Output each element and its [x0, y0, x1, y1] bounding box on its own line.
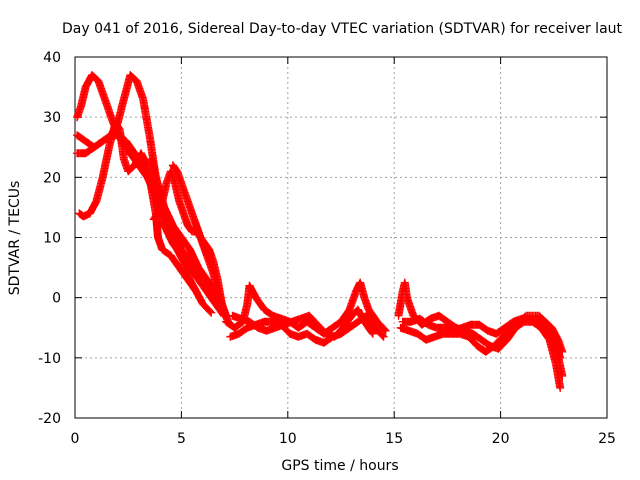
y-tick-label: 0 — [52, 291, 61, 307]
axis-ticks — [74, 56, 608, 419]
series-track-14 — [515, 311, 567, 356]
y-tick-labels: -20 -10 0 10 20 30 40 — [38, 50, 61, 427]
x-axis-label: GPS time / hours — [281, 458, 398, 474]
y-tick-label: 30 — [43, 110, 61, 126]
plus-markers — [515, 311, 567, 356]
series-track-7 — [168, 161, 231, 320]
y-tick-label: 10 — [43, 231, 61, 247]
series-track-10 — [228, 305, 377, 341]
y-tick-label: 20 — [43, 170, 61, 186]
x-tick-label: 15 — [385, 431, 403, 447]
y-tick-label: -20 — [38, 411, 61, 427]
series-track-4 — [75, 119, 201, 296]
y-tick-label: 40 — [43, 50, 61, 66]
x-tick-label: 25 — [598, 431, 616, 447]
x-tick-label: 5 — [177, 431, 186, 447]
plus-markers — [147, 155, 216, 317]
x-tick-label: 0 — [71, 431, 80, 447]
series-track-6 — [147, 155, 216, 317]
x-tick-label: 20 — [492, 431, 510, 447]
plus-markers — [168, 161, 231, 320]
data-points — [73, 71, 567, 392]
plus-markers — [228, 305, 377, 341]
grid-lines — [75, 57, 607, 418]
y-tick-label: -10 — [38, 351, 61, 367]
plus-markers — [75, 119, 201, 296]
y-axis-label: SDTVAR / TECUs — [7, 181, 23, 296]
chart-title: Day 041 of 2016, Sidereal Day-to-day VTE… — [62, 21, 623, 37]
x-tick-label: 10 — [279, 431, 297, 447]
x-tick-labels: 0 5 10 15 20 25 — [71, 431, 616, 447]
